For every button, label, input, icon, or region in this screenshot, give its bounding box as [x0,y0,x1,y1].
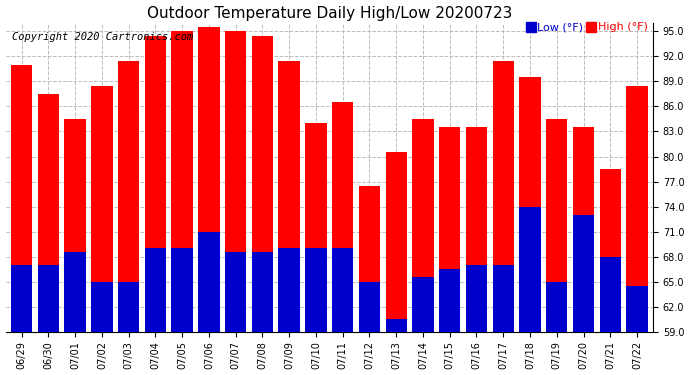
Bar [332,102,353,332]
Bar [145,248,166,332]
Bar [11,265,32,332]
Bar [198,27,219,332]
Bar [520,207,541,332]
Bar [38,265,59,332]
Bar [359,186,380,332]
Bar [279,248,300,332]
Bar [546,119,567,332]
Bar [386,152,407,332]
Bar [439,269,460,332]
Bar [11,65,32,332]
Bar [145,36,166,332]
Bar [493,61,514,332]
Bar [279,61,300,332]
Bar [386,319,407,332]
Legend: Low (°F), High (°F): Low (°F), High (°F) [526,22,647,33]
Bar [118,61,139,332]
Bar [225,252,246,332]
Bar [64,119,86,332]
Bar [252,36,273,332]
Bar [466,265,487,332]
Title: Outdoor Temperature Daily High/Low 20200723: Outdoor Temperature Daily High/Low 20200… [147,6,512,21]
Bar [359,282,380,332]
Bar [118,282,139,332]
Bar [225,32,246,332]
Text: Copyright 2020 Cartronics.com: Copyright 2020 Cartronics.com [12,32,193,42]
Bar [573,128,594,332]
Bar [252,252,273,332]
Bar [413,119,434,332]
Bar [305,248,326,332]
Bar [600,169,621,332]
Bar [305,123,326,332]
Bar [91,282,112,332]
Bar [413,278,434,332]
Bar [171,248,193,332]
Bar [600,256,621,332]
Bar [198,231,219,332]
Bar [493,265,514,332]
Bar [546,282,567,332]
Bar [627,286,648,332]
Bar [520,77,541,332]
Bar [573,215,594,332]
Bar [171,32,193,332]
Bar [466,128,487,332]
Bar [439,128,460,332]
Bar [332,248,353,332]
Bar [627,86,648,332]
Bar [64,252,86,332]
Bar [38,94,59,332]
Bar [91,86,112,332]
